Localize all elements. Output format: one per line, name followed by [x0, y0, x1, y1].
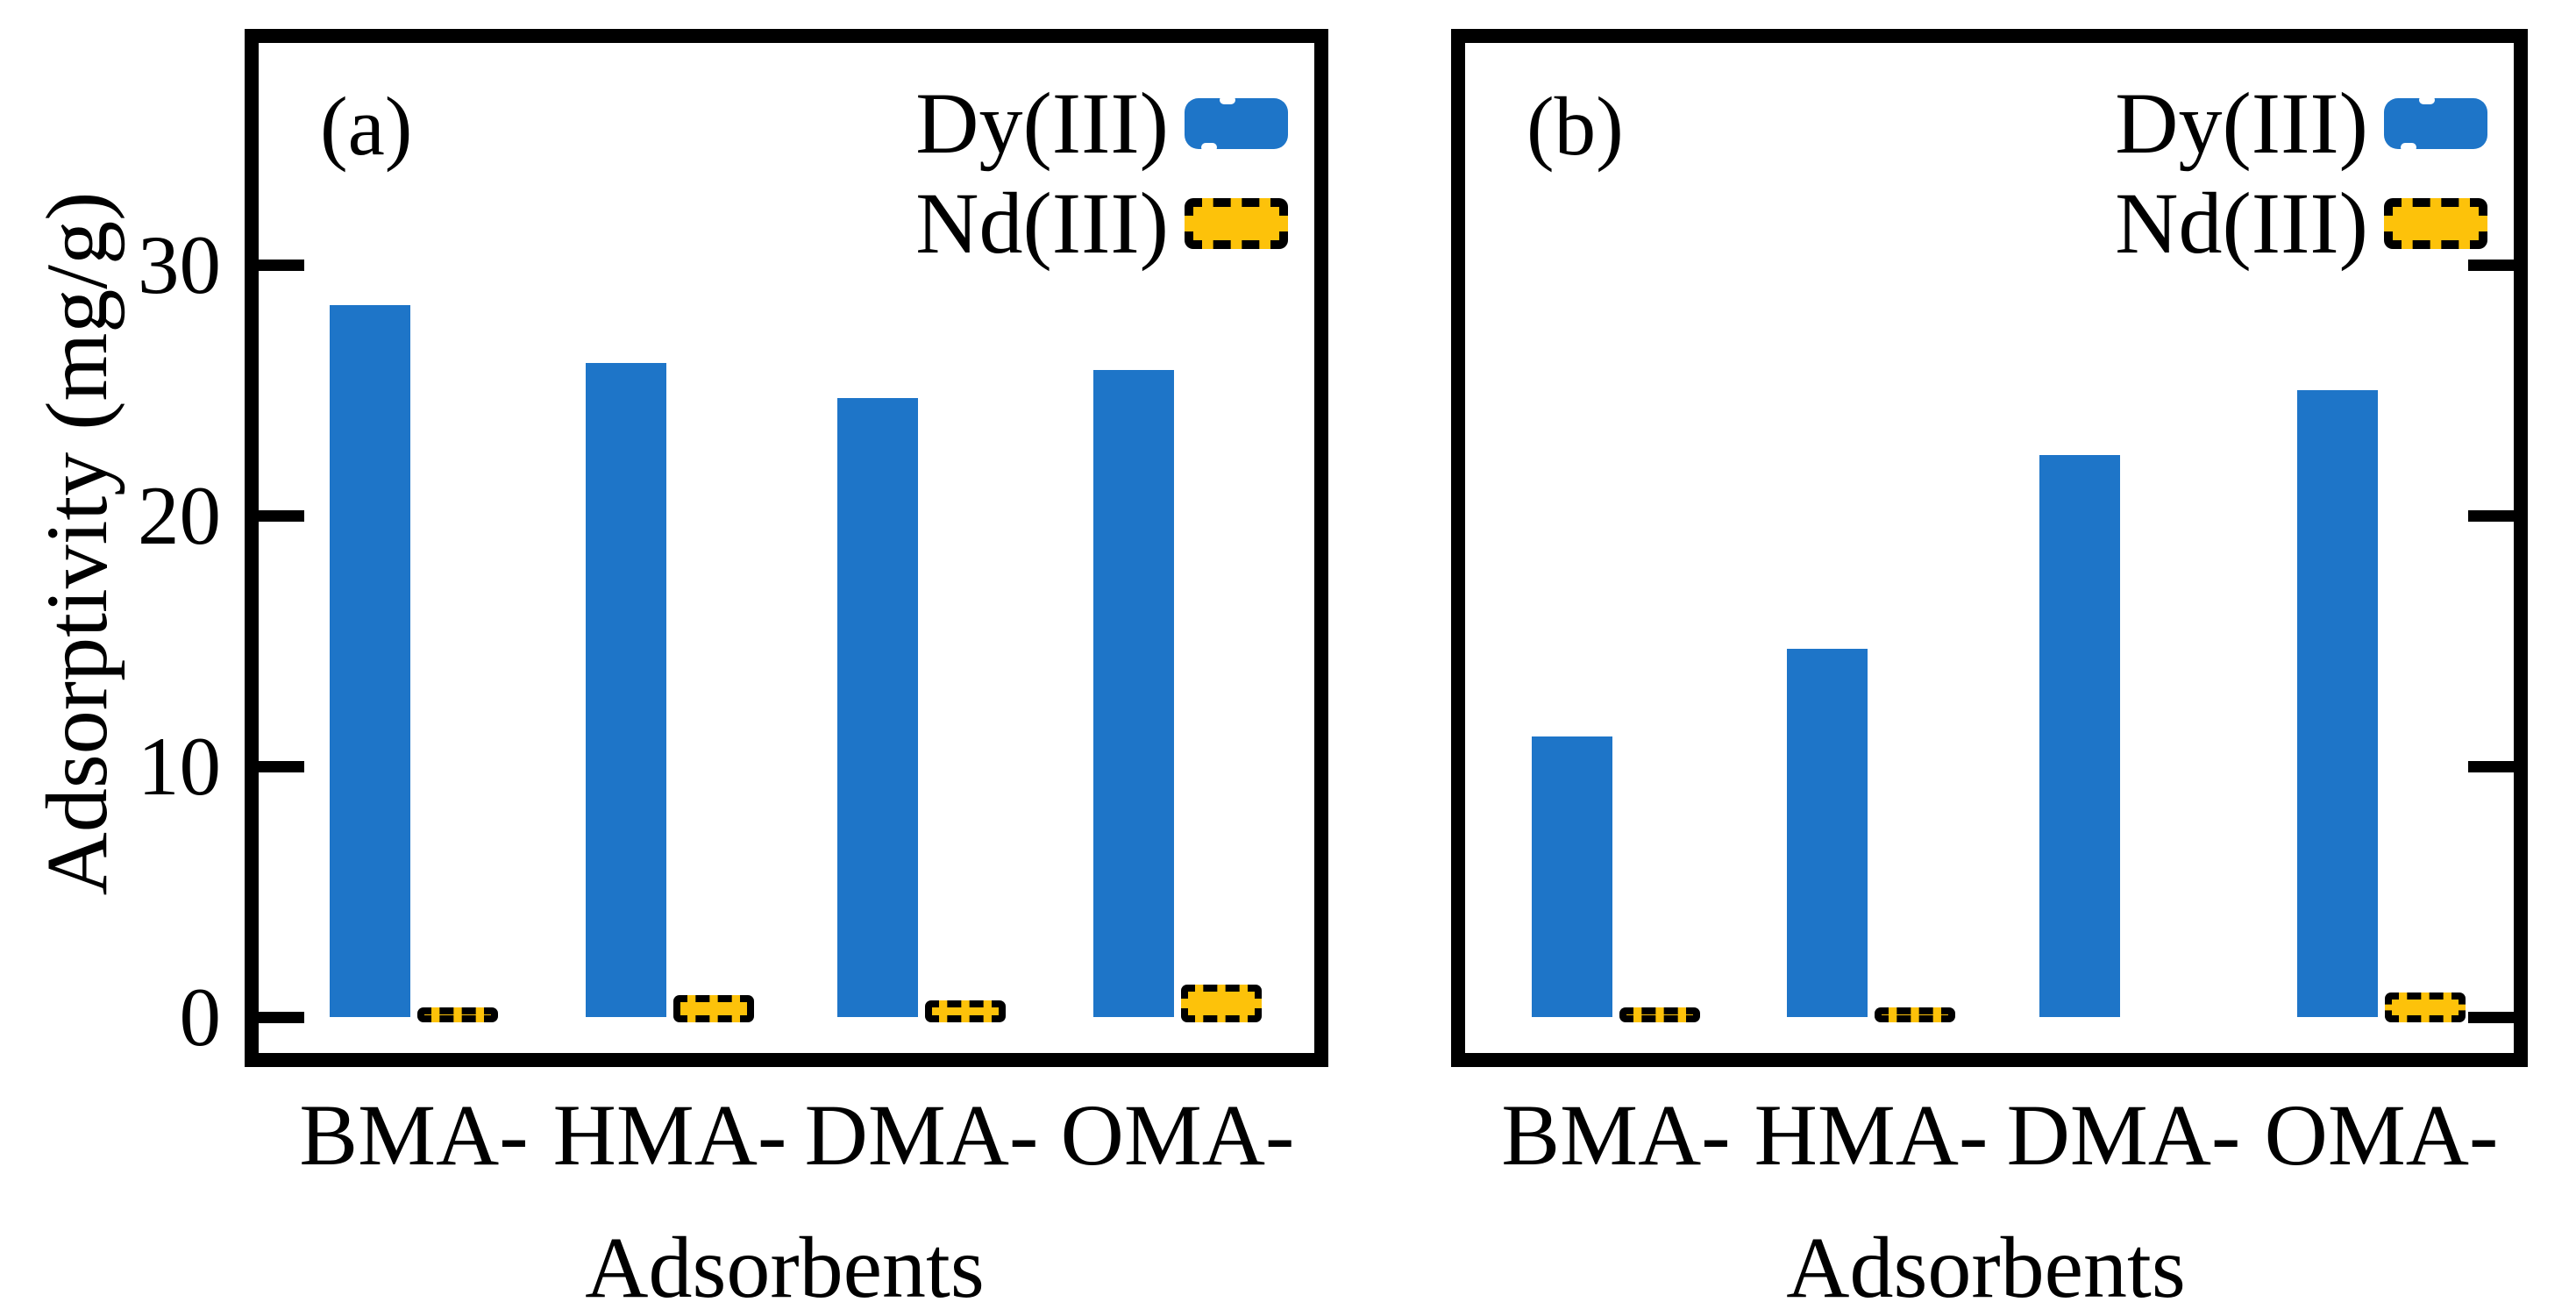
- y-tick-mark: [2468, 1011, 2514, 1023]
- y-tick-label: 30: [138, 218, 221, 311]
- bar-nd-oma: [2385, 993, 2466, 1022]
- x-axis-title-a: Adsorbents: [585, 1219, 985, 1302]
- y-tick-label: 20: [138, 469, 221, 562]
- legend-swatch-dy-icon: [1185, 96, 1288, 152]
- legend-row-nd: Nd(III): [915, 176, 1288, 271]
- bar-nd-oma: [1181, 985, 1262, 1022]
- legend-row-nd: Nd(III): [2115, 176, 2487, 271]
- legend-row-dy: Dy(III): [915, 76, 1288, 171]
- y-tick-label: 0: [179, 971, 222, 1064]
- bar-nd-hma: [1875, 1007, 1955, 1022]
- bar-dy-hma: [1787, 649, 1868, 1017]
- legend-b: Dy(III) Nd(III): [2115, 76, 2487, 276]
- y-tick-mark: [259, 760, 304, 772]
- bar-nd-hma: [673, 995, 754, 1022]
- bar-dy-dma: [2039, 455, 2120, 1017]
- y-tick-mark: [259, 259, 304, 271]
- x-tick-label: BMA-: [1501, 1086, 1731, 1184]
- x-tick-label: BMA-: [299, 1086, 529, 1184]
- x-tick-label: OMA-: [1060, 1086, 1295, 1184]
- legend-swatch-dy-icon: [2384, 96, 2487, 152]
- bar-dy-hma: [586, 363, 666, 1017]
- panel-a-tag: (a): [320, 80, 413, 173]
- y-tick-mark: [259, 509, 304, 522]
- bar-nd-bma: [417, 1007, 498, 1022]
- x-tick-label: HMA-: [1754, 1086, 1989, 1184]
- legend-label-dy: Dy(III): [2115, 75, 2368, 172]
- legend-swatch-nd-icon: [2384, 198, 2487, 249]
- y-tick-label: 10: [138, 720, 221, 813]
- y-tick-mark: [2468, 509, 2514, 522]
- legend-label-nd: Nd(III): [915, 174, 1169, 272]
- bar-dy-dma: [837, 398, 918, 1017]
- bar-dy-bma: [330, 305, 410, 1017]
- x-tick-label: DMA-: [2006, 1086, 2241, 1184]
- bar-dy-oma: [2297, 390, 2378, 1017]
- y-tick-mark: [259, 1011, 304, 1023]
- x-tick-label: HMA-: [552, 1086, 787, 1184]
- x-tick-label: DMA-: [804, 1086, 1039, 1184]
- bar-nd-dma: [925, 1000, 1006, 1022]
- x-axis-title-b: Adsorbents: [1786, 1219, 2186, 1302]
- x-tick-label: OMA-: [2264, 1086, 2499, 1184]
- legend-swatch-nd-icon: [1185, 198, 1288, 249]
- y-tick-mark: [2468, 760, 2514, 772]
- legend-label-nd: Nd(III): [2115, 174, 2368, 272]
- panel-b-tag: (b): [1526, 80, 1624, 173]
- legend-row-dy: Dy(III): [2115, 76, 2487, 171]
- bar-nd-bma: [1619, 1007, 1700, 1022]
- bar-dy-bma: [1532, 736, 1612, 1017]
- y-tick-mark: [2468, 259, 2514, 271]
- legend-a: Dy(III) Nd(III): [915, 76, 1288, 276]
- bar-dy-oma: [1093, 370, 1174, 1017]
- legend-label-dy: Dy(III): [915, 75, 1169, 172]
